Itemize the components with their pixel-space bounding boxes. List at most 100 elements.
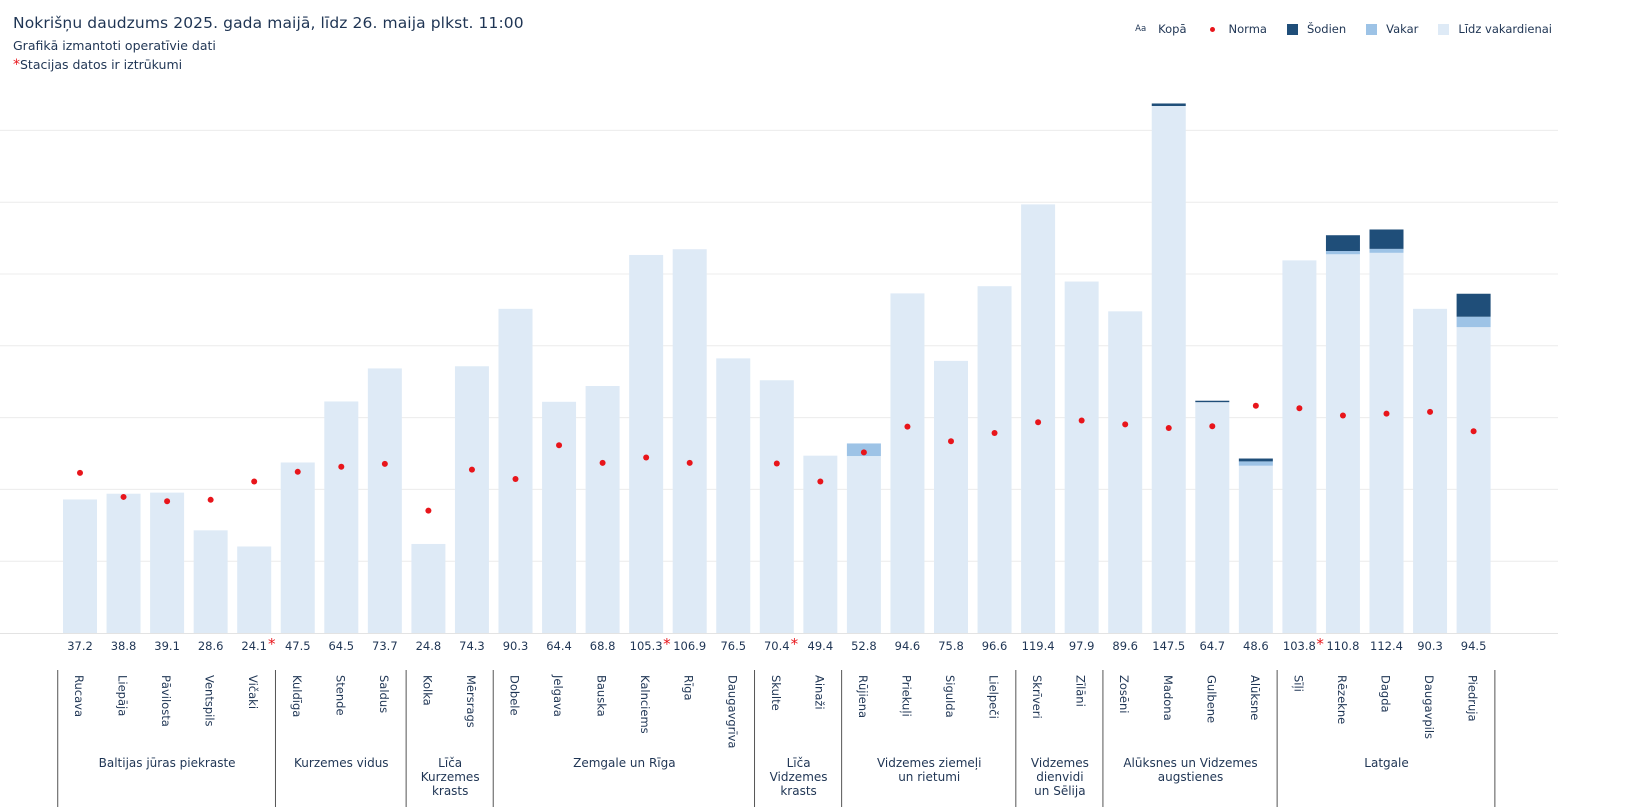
missing-data-star: * [13, 57, 20, 73]
missing-data-star: * [791, 635, 799, 653]
bar-until-yesterday [759, 380, 794, 633]
station-label: Bauska [595, 675, 609, 717]
total-value-label: 38.8 [111, 639, 137, 653]
legend-item-until-yesterday[interactable]: Līdz vakardienai [1438, 22, 1552, 36]
station-label: Daugavgrīva [725, 675, 739, 748]
total-value-label: 39.1 [154, 639, 180, 653]
norm-point [904, 423, 911, 430]
legend-label-today: Šodien [1306, 22, 1347, 36]
station-label: Ventspils [203, 675, 217, 727]
total-value-label: 64.5 [328, 639, 354, 653]
station-label: Pāvilosta [159, 675, 173, 727]
bar-until-yesterday [106, 493, 141, 633]
station-label: Daugavpils [1422, 675, 1436, 739]
norm-point [1078, 417, 1085, 424]
bar-yesterday [1325, 251, 1360, 255]
norm-point [120, 493, 127, 500]
norm-point [817, 478, 824, 485]
total-value-label: 90.3 [503, 639, 529, 653]
total-value-label: 103.8 [1283, 639, 1316, 653]
norm-point [381, 460, 388, 467]
missing-data-star: * [1316, 635, 1324, 653]
norm-point [1122, 421, 1129, 428]
bar-until-yesterday [585, 386, 620, 633]
total-value-label: 68.8 [590, 639, 616, 653]
bar-yesterday [1238, 461, 1273, 466]
region-label: Alūksnes un Vidzemes augstienes [1123, 756, 1257, 784]
legend-item-norm[interactable]: Norma [1207, 22, 1267, 36]
station-label: Zīlāni [1074, 675, 1088, 707]
region-label: Kurzemes vidus [294, 756, 389, 770]
station-label: Vičaki [246, 675, 260, 709]
total-value-label: 106.9 [673, 639, 706, 653]
legend-label-total: Kopā [1158, 22, 1187, 36]
bar-today [1238, 458, 1273, 462]
norm-point [1209, 423, 1216, 430]
bar-today [1195, 400, 1230, 403]
bar-until-yesterday [1282, 260, 1317, 633]
region-label: Līča Vidzemes krasts [770, 756, 828, 798]
light-blue-square-icon [1366, 23, 1378, 35]
norm-point [599, 459, 606, 466]
bar-until-yesterday [890, 293, 925, 633]
bar-until-yesterday [716, 358, 751, 633]
total-value-label: 90.3 [1417, 639, 1443, 653]
total-value-label: 24.1 [241, 639, 267, 653]
legend-label-until-yesterday: Līdz vakardienai [1458, 22, 1552, 36]
norm-point [643, 454, 650, 461]
norm-point [1296, 405, 1303, 412]
legend-item-yesterday[interactable]: Vakar [1366, 22, 1418, 36]
bar-today [1369, 229, 1404, 249]
bar-until-yesterday [411, 543, 446, 633]
bar-until-yesterday [1021, 204, 1056, 633]
bar-until-yesterday [1108, 311, 1143, 633]
missing-data-note: *Stacijas datos ir iztrūkumi [13, 57, 524, 73]
norm-point [686, 459, 693, 466]
total-value-label: 105.3 [630, 639, 663, 653]
legend-label-yesterday: Vakar [1386, 22, 1419, 36]
bar-until-yesterday [367, 368, 402, 633]
station-label: Dagda [1379, 675, 1393, 713]
text-aa-icon: Aa [1135, 24, 1147, 34]
station-label: Kalnciems [638, 675, 652, 734]
norm-point [1252, 402, 1259, 409]
bar-until-yesterday [1064, 281, 1099, 633]
station-label: Rēzekne [1335, 675, 1349, 724]
norm-point [1035, 419, 1042, 426]
station-label: Rucava [72, 675, 86, 717]
chart-legend: Aa Kopā Norma Šodien Vakar Līdz vakardie… [1135, 22, 1552, 36]
norm-point [1427, 408, 1434, 415]
station-label: Zosēni [1117, 675, 1131, 713]
pale-blue-square-icon [1438, 23, 1450, 35]
total-value-label: 76.5 [720, 639, 746, 653]
legend-item-total[interactable]: Aa Kopā [1135, 22, 1186, 36]
bar-until-yesterday [629, 254, 664, 633]
legend-item-today[interactable]: Šodien [1286, 22, 1347, 36]
missing-data-star: * [268, 635, 276, 653]
bar-until-yesterday [63, 499, 97, 633]
total-value-label: 112.4 [1370, 639, 1403, 653]
total-value-label: 73.7 [372, 639, 398, 653]
bar-until-yesterday [1151, 105, 1186, 634]
total-value-label: 64.7 [1199, 639, 1225, 653]
total-value-label: 37.2 [67, 639, 93, 653]
norm-point [1383, 410, 1390, 417]
region-label: Vidzemes ziemeļi un rietumi [877, 756, 981, 784]
bar-until-yesterday [1413, 308, 1448, 633]
bar-until-yesterday [672, 249, 707, 633]
station-label: Lielpeči [987, 675, 1001, 719]
total-value-label: 89.6 [1112, 639, 1138, 653]
bar-until-yesterday [1456, 327, 1491, 633]
region-label: Zemgale un Rīga [573, 756, 675, 770]
bar-today [1456, 293, 1491, 317]
total-value-label: 75.8 [938, 639, 964, 653]
region-label: Vidzemes dienvidi un Sēlija [1031, 756, 1089, 798]
station-label: Madona [1161, 675, 1175, 721]
chart-header: Nokrišņu daudzums 2025. gada maijā, līdz… [13, 14, 524, 73]
station-label: Priekuļi [899, 675, 913, 717]
norm-point [991, 430, 998, 437]
station-label: Skrīveri [1030, 675, 1044, 719]
norm-point [164, 498, 171, 505]
station-label: Jelgava [551, 674, 565, 717]
dark-blue-square-icon [1286, 23, 1298, 35]
